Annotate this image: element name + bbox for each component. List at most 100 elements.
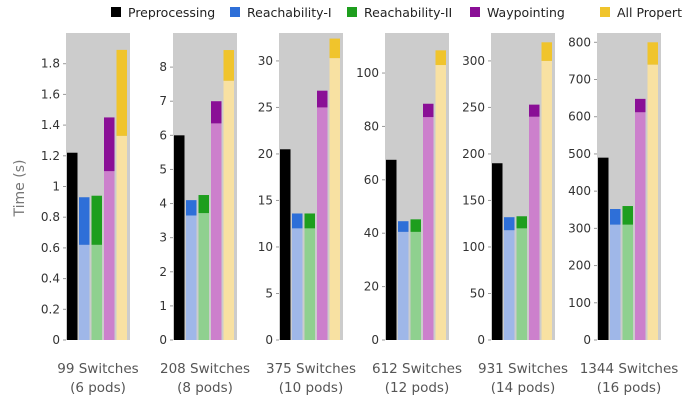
y-tick-label: 0 <box>477 333 485 347</box>
bar-reachability-i-increment <box>186 200 197 216</box>
y-tick-label: 800 <box>568 35 591 49</box>
bar-all-properties-increment <box>541 42 552 61</box>
y-tick-label: 400 <box>568 184 591 198</box>
y-tick-label: 150 <box>462 193 485 207</box>
y-tick-label: 15 <box>258 193 273 207</box>
y-tick-label: 1 <box>52 180 60 194</box>
bar-preprocessing <box>174 135 185 340</box>
y-tick-label: 0 <box>52 333 60 347</box>
y-tick-label: 6 <box>159 128 167 142</box>
bar-reachability-i-increment <box>292 213 303 229</box>
y-tick-label: 100 <box>568 296 591 310</box>
category-sublabel: (16 pods) <box>597 380 661 396</box>
panel-2: 0 1 2 3 4 5 6 7 8 208 Switches (8 pods) <box>159 33 250 396</box>
bar-preprocessing <box>598 157 609 340</box>
y-tick-label: 1.2 <box>41 149 60 163</box>
bar-preprocessing <box>67 152 78 340</box>
panel-1: 0 0.2 0.4 0.6 0.8 1 1.2 1.4 1.6 1.8 99 Switches (6 … <box>41 33 139 396</box>
legend-label-reachability-i: Reachability-I <box>247 5 332 20</box>
bar-waypointing-base <box>635 112 646 341</box>
y-tick-label: 1 <box>159 299 167 313</box>
y-tick-label: 0.4 <box>41 272 60 286</box>
category-sublabel: (12 pods) <box>385 380 449 396</box>
bar-all-properties-increment <box>647 42 658 65</box>
category-label: 375 Switches <box>266 361 356 377</box>
legend-label-waypointing: Waypointing <box>487 5 565 20</box>
bar-reachability-ii-base <box>516 228 527 340</box>
bar-reachability-i-base <box>186 215 197 340</box>
bar-preprocessing <box>280 149 291 340</box>
panel-6: 0 100 200 300 400 500 600 700 800 1344 Switches (1… <box>568 33 678 396</box>
legend-swatch-reachability-ii <box>347 7 357 17</box>
bar-reachability-i-base <box>610 224 621 340</box>
bar-reachability-ii-base <box>410 231 421 340</box>
bar-reachability-ii-base <box>91 244 102 340</box>
y-tick-label: 600 <box>568 110 591 124</box>
bar-reachability-i-increment <box>504 217 515 231</box>
bar-waypointing-increment <box>211 101 222 124</box>
bar-waypointing-base <box>104 171 115 340</box>
y-tick-label: 2 <box>159 265 167 279</box>
category-label: 931 Switches <box>478 361 568 377</box>
category-sublabel: (8 pods) <box>177 380 233 396</box>
y-tick-label: 0 <box>371 333 379 347</box>
category-sublabel: (14 pods) <box>491 380 555 396</box>
y-tick-label: 10 <box>258 240 273 254</box>
bar-reachability-i-increment <box>398 221 409 232</box>
bar-reachability-ii-base <box>304 228 315 340</box>
bar-waypointing-base <box>529 116 540 341</box>
y-tick-label: 500 <box>568 147 591 161</box>
bar-all-properties-increment <box>329 38 340 59</box>
y-tick-label: 0.6 <box>41 241 60 255</box>
y-tick-label: 20 <box>364 280 379 294</box>
bar-reachability-ii-increment <box>304 213 315 229</box>
panel-3: 0 5 10 15 20 25 30 375 Switches (10 pods) <box>258 33 356 396</box>
y-tick-label: 0.8 <box>41 210 60 224</box>
y-tick-label: 80 <box>364 119 379 133</box>
y-tick-label: 1.4 <box>41 118 60 132</box>
bar-reachability-i-increment <box>610 209 621 225</box>
legend-label-preprocessing: Preprocessing <box>128 5 215 20</box>
legend-swatch-reachability-i <box>230 7 240 17</box>
category-label: 99 Switches <box>57 361 138 377</box>
y-tick-label: 0 <box>159 333 167 347</box>
bar-all-properties-base <box>223 80 234 340</box>
bar-all-properties-base <box>116 135 127 340</box>
bar-reachability-ii-base <box>198 213 209 340</box>
bar-reachability-i-base <box>504 230 515 340</box>
bar-all-properties-increment <box>116 49 127 136</box>
y-tick-label: 300 <box>568 221 591 235</box>
bar-waypointing-increment <box>529 104 540 117</box>
panels: 0 0.2 0.4 0.6 0.8 1 1.2 1.4 1.6 1.8 99 Switches (6 … <box>41 33 678 396</box>
y-tick-label: 200 <box>568 259 591 273</box>
y-tick-label: 20 <box>258 147 273 161</box>
bar-reachability-i-base <box>398 231 409 340</box>
category-sublabel: (6 pods) <box>70 380 126 396</box>
y-tick-label: 25 <box>258 100 273 114</box>
bar-reachability-ii-increment <box>622 206 633 225</box>
bar-all-properties-base <box>541 60 552 341</box>
y-tick-label: 3 <box>159 231 167 245</box>
y-tick-label: 5 <box>159 162 167 176</box>
legend-swatch-all-properties <box>600 7 610 17</box>
bar-waypointing-increment <box>635 98 646 113</box>
bar-all-properties-increment <box>435 50 446 66</box>
panel-4: 0 20 40 60 80 100 612 Switches (12 pods) <box>356 33 462 396</box>
y-tick-label: 100 <box>356 66 379 80</box>
category-sublabel: (10 pods) <box>279 380 343 396</box>
bar-reachability-ii-base <box>622 224 633 340</box>
bar-reachability-ii-increment <box>91 195 102 245</box>
panel-5: 0 50 100 150 200 250 300 931 Switches (14 pods) <box>462 33 568 396</box>
bar-all-properties-increment <box>223 50 234 81</box>
bar-all-properties-base <box>647 64 658 340</box>
legend-label-all-properties: All Properties <box>617 5 683 20</box>
bar-waypointing-base <box>211 123 222 341</box>
category-label: 612 Switches <box>372 361 462 377</box>
y-tick-label: 0 <box>265 333 273 347</box>
bar-all-properties-base <box>435 65 446 340</box>
bar-waypointing-increment <box>104 117 115 172</box>
y-tick-label: 100 <box>462 240 485 254</box>
bar-preprocessing <box>492 163 503 340</box>
bar-reachability-i-base <box>79 244 90 340</box>
